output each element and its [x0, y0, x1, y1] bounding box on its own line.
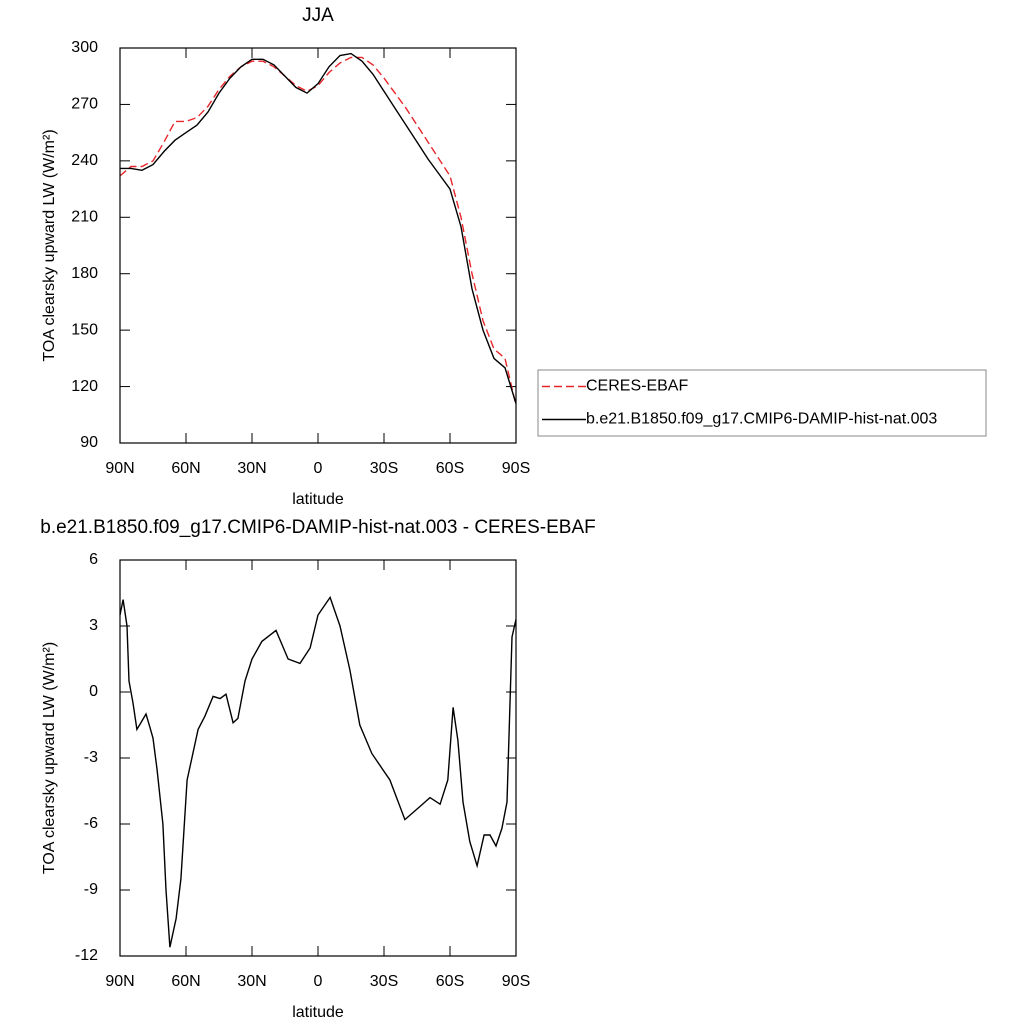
x-tick-label: 90S: [502, 973, 530, 990]
y-tick-label: 90: [80, 434, 98, 451]
x-axis-label: latitude: [292, 491, 344, 508]
x-tick-label: 30N: [237, 973, 266, 990]
x-tick-label: 30S: [370, 973, 398, 990]
data-line: [120, 52, 517, 404]
y-tick-label: -6: [84, 815, 98, 832]
plot-frame: [119, 559, 517, 957]
x-tick-label: 90N: [105, 973, 134, 990]
legend-label: CERES-EBAF: [586, 378, 688, 395]
chart-title: JJA: [302, 5, 334, 26]
x-tick-label: 90S: [502, 460, 530, 477]
y-tick-label: -9: [84, 881, 98, 898]
y-tick-label: 270: [71, 96, 98, 113]
x-tick-label: 60N: [171, 973, 200, 990]
y-tick-label: -3: [84, 749, 98, 766]
x-tick-label: 90N: [105, 460, 134, 477]
y-axis-label: TOA clearsky upward LW (W/m²): [41, 642, 58, 874]
y-tick-label: 150: [71, 321, 98, 338]
y-tick-label: 6: [89, 551, 98, 568]
y-tick-label: -12: [75, 947, 98, 964]
legend-box: [537, 369, 987, 437]
x-tick-label: 60S: [436, 460, 464, 477]
y-tick-label: 210: [71, 209, 98, 226]
y-tick-label: 3: [89, 617, 98, 634]
x-tick-label: 0: [314, 460, 323, 477]
y-tick-label: 120: [71, 378, 98, 395]
x-tick-label: 60S: [436, 973, 464, 990]
x-tick-label: 30N: [237, 460, 266, 477]
y-tick-label: 300: [71, 39, 98, 56]
y-tick-label: 0: [89, 683, 98, 700]
x-tick-label: 60N: [171, 460, 200, 477]
x-axis-label: latitude: [292, 1004, 344, 1021]
plot-frame: [119, 47, 517, 444]
y-tick-label: 180: [71, 265, 98, 282]
data-line: [119, 595, 517, 948]
y-tick-label: 240: [71, 152, 98, 169]
x-tick-label: 30S: [370, 460, 398, 477]
data-line: [119, 56, 517, 406]
chart-title: b.e21.B1850.f09_g17.CMIP6-DAMIP-hist-nat…: [40, 517, 595, 538]
x-tick-label: 0: [314, 973, 323, 990]
y-axis-label: TOA clearsky upward LW (W/m²): [41, 129, 58, 361]
legend-label: b.e21.B1850.f09_g17.CMIP6-DAMIP-hist-nat…: [586, 411, 937, 428]
